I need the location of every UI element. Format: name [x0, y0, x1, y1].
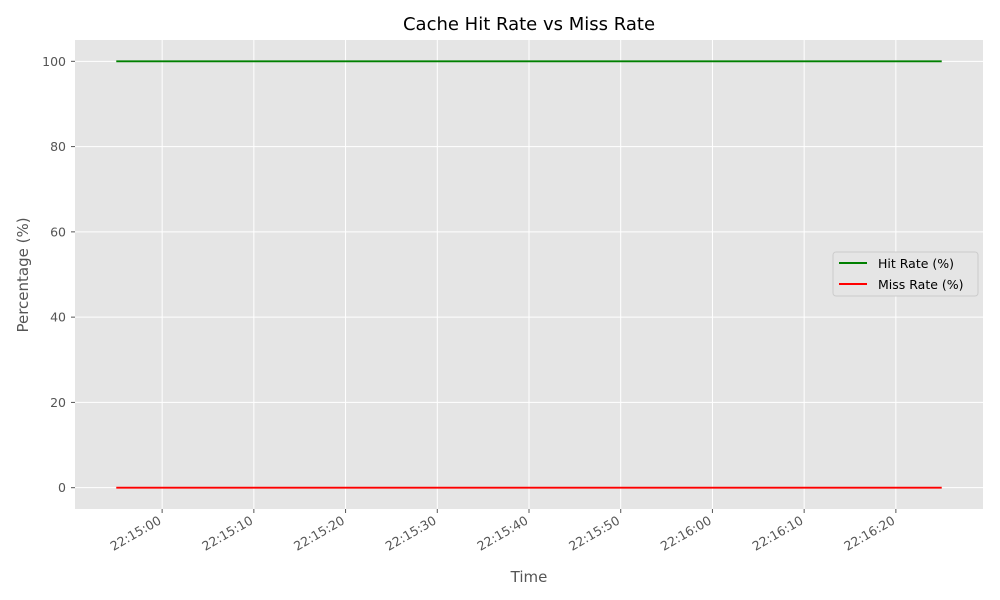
y-tick-label: 0 — [58, 480, 66, 495]
legend: Hit Rate (%) Miss Rate (%) — [832, 251, 979, 297]
x-tick-label: 22:15:50 — [566, 513, 622, 554]
x-tick-label: 22:15:40 — [474, 513, 530, 554]
y-tick-label: 80 — [50, 139, 66, 154]
legend-label-miss-rate: Miss Rate (%) — [878, 277, 964, 292]
y-axis-ticks: 0 20 40 60 80 100 — [42, 54, 75, 495]
x-tick-label: 22:16:20 — [841, 513, 897, 554]
x-tick-label: 22:15:10 — [199, 513, 255, 554]
x-axis-label: Time — [510, 568, 548, 586]
x-tick-label: 22:15:30 — [383, 513, 439, 554]
x-tick-label: 22:15:00 — [108, 513, 164, 554]
series-lines — [116, 60, 942, 489]
legend-box — [832, 251, 979, 297]
x-tick-label: 22:16:10 — [750, 513, 806, 554]
x-tick-label: 22:16:00 — [658, 513, 714, 554]
y-tick-label: 60 — [50, 224, 66, 239]
x-axis-ticks: 22:15:00 22:15:10 22:15:20 22:15:30 22:15:40… — [108, 509, 897, 554]
legend-label-hit-rate: Hit Rate (%) — [878, 256, 954, 271]
y-axis-label: Percentage (%) — [14, 217, 32, 332]
y-tick-label: 20 — [50, 395, 66, 410]
x-tick-label: 22:15:20 — [291, 513, 347, 554]
y-tick-label: 100 — [42, 54, 66, 69]
y-tick-label: 40 — [50, 310, 66, 325]
chart-title: Cache Hit Rate vs Miss Rate — [403, 14, 655, 35]
